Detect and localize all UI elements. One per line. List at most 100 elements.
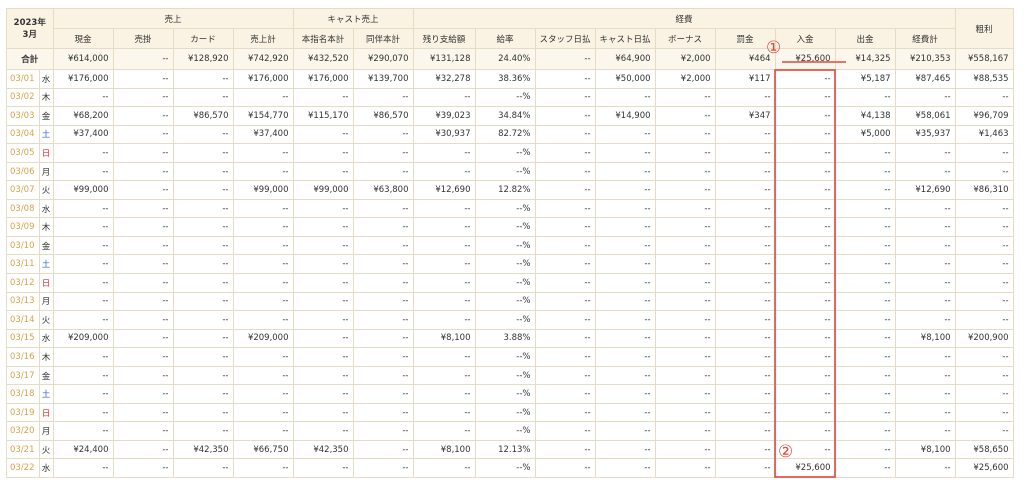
cell-sales-total: -- bbox=[232, 458, 294, 479]
cell-bonus: -- bbox=[654, 458, 716, 479]
row-date-link[interactable]: 03/03 bbox=[6, 106, 40, 126]
row-date-link[interactable]: 03/04 bbox=[6, 124, 40, 145]
total-credit-sale: -- bbox=[112, 48, 174, 70]
row-date-link[interactable]: 03/09 bbox=[6, 217, 40, 237]
cell-cash: -- bbox=[52, 217, 114, 237]
column-header-withdrawal: 出金 bbox=[834, 28, 896, 49]
cell-expense-total: ¥35,937 bbox=[894, 124, 956, 145]
cell-designation-total: -- bbox=[292, 384, 354, 404]
table-row: 03/22 水 -- -- -- -- -- -- -- --% -- -- -- -- ¥25,600 --… bbox=[6, 458, 1014, 479]
cell-companion-total: -- bbox=[352, 161, 414, 182]
cell-card: -- bbox=[172, 143, 234, 163]
cell-cash: ¥176,000 bbox=[52, 69, 114, 89]
row-date-link[interactable]: 03/01 bbox=[6, 69, 40, 89]
cell-sales-total: ¥176,000 bbox=[232, 69, 294, 89]
total-gross-profit: ¥558,167 bbox=[954, 48, 1014, 70]
cell-credit-sale: -- bbox=[112, 310, 174, 330]
report-body: 合計 ¥614,000 -- ¥128,920 ¥742,920 ¥432,520 ¥29… bbox=[6, 48, 1014, 479]
period-month: 3月 bbox=[22, 29, 37, 40]
cell-card: -- bbox=[172, 421, 234, 441]
cell-credit-sale: -- bbox=[112, 217, 174, 237]
column-header-card: カード bbox=[172, 28, 234, 49]
cell-staff-daily: -- bbox=[534, 254, 596, 275]
cell-sales-total: -- bbox=[232, 235, 294, 256]
row-date-link[interactable]: 03/06 bbox=[6, 161, 40, 182]
column-header-bonus: ボーナス bbox=[654, 28, 716, 49]
row-date-link[interactable]: 03/13 bbox=[6, 291, 40, 312]
row-date-link[interactable]: 03/12 bbox=[6, 273, 40, 293]
cell-remaining-pay: ¥8,100 bbox=[412, 328, 476, 349]
cell-companion-total: -- bbox=[352, 198, 414, 219]
row-date-link[interactable]: 03/22 bbox=[6, 458, 40, 479]
cell-penalty: -- bbox=[714, 310, 776, 330]
cell-penalty: -- bbox=[714, 421, 776, 441]
row-date-link[interactable]: 03/11 bbox=[6, 254, 40, 275]
cell-staff-daily: -- bbox=[534, 106, 596, 126]
total-expense-total: ¥210,353 bbox=[894, 48, 956, 70]
cell-remaining-pay: -- bbox=[412, 161, 476, 182]
row-weekday: 火 bbox=[38, 180, 54, 200]
cell-companion-total: -- bbox=[352, 235, 414, 256]
cell-card: -- bbox=[172, 291, 234, 312]
row-weekday: 日 bbox=[38, 273, 54, 293]
total-staff-daily: -- bbox=[534, 48, 596, 70]
cell-credit-sale: -- bbox=[112, 254, 174, 275]
cell-deposit: -- bbox=[774, 254, 836, 275]
cell-pay-rate: --% bbox=[474, 273, 536, 293]
cell-penalty: -- bbox=[714, 439, 776, 460]
cell-card: -- bbox=[172, 254, 234, 275]
cell-deposit: -- bbox=[774, 180, 836, 200]
cell-bonus: -- bbox=[654, 143, 716, 163]
cell-deposit: -- bbox=[774, 310, 836, 330]
cell-remaining-pay: -- bbox=[412, 458, 476, 479]
row-date-link[interactable]: 03/21 bbox=[6, 439, 40, 460]
table-row: 03/11 土 -- -- -- -- -- -- -- --% -- -- -- -- -- -- -- -- bbox=[6, 254, 1014, 275]
row-date-link[interactable]: 03/19 bbox=[6, 402, 40, 423]
cell-remaining-pay: ¥12,690 bbox=[412, 180, 476, 200]
row-date-link[interactable]: 03/14 bbox=[6, 310, 40, 330]
column-header-pay-rate: 給率 bbox=[474, 28, 536, 49]
row-weekday: 木 bbox=[38, 347, 54, 367]
cell-withdrawal: -- bbox=[834, 384, 896, 404]
row-date-link[interactable]: 03/16 bbox=[6, 347, 40, 367]
table-row: 03/21 火 ¥24,400 -- ¥42,350 ¥66,750 ¥42,350 -- ¥8… bbox=[6, 439, 1014, 460]
row-date-link[interactable]: 03/18 bbox=[6, 384, 40, 404]
cell-cast-daily: -- bbox=[594, 384, 656, 404]
row-weekday: 月 bbox=[38, 161, 54, 182]
report-container: 2023年 3月 売上 キャスト売上 経費 粗利 現金 売掛 カード 売上計 本指名本計… bbox=[6, 8, 1014, 479]
column-header-cast-daily: キャスト日払 bbox=[594, 28, 656, 49]
cell-credit-sale: -- bbox=[112, 458, 174, 479]
cell-staff-daily: -- bbox=[534, 69, 596, 89]
cell-card: -- bbox=[172, 347, 234, 367]
cell-designation-total: ¥99,000 bbox=[292, 180, 354, 200]
cell-cast-daily: -- bbox=[594, 328, 656, 349]
cell-remaining-pay: -- bbox=[412, 347, 476, 367]
cell-withdrawal: ¥5,000 bbox=[834, 124, 896, 145]
table-row: 03/08 水 -- -- -- -- -- -- -- --% -- -- -- -- -- -- -- -- bbox=[6, 198, 1014, 219]
cell-remaining-pay: -- bbox=[412, 402, 476, 423]
row-date-link[interactable]: 03/15 bbox=[6, 328, 40, 349]
cell-staff-daily: -- bbox=[534, 384, 596, 404]
cell-deposit: -- bbox=[774, 69, 836, 89]
table-row: 03/09 木 -- -- -- -- -- -- -- --% -- -- -- -- -- -- -- -- bbox=[6, 217, 1014, 237]
row-date-link[interactable]: 03/07 bbox=[6, 180, 40, 200]
cell-cast-daily: -- bbox=[594, 439, 656, 460]
row-date-link[interactable]: 03/02 bbox=[6, 87, 40, 108]
cell-cash: -- bbox=[52, 198, 114, 219]
cell-cast-daily: -- bbox=[594, 235, 656, 256]
cell-credit-sale: -- bbox=[112, 402, 174, 423]
total-designation-total: ¥432,520 bbox=[292, 48, 354, 70]
row-date-link[interactable]: 03/05 bbox=[6, 143, 40, 163]
row-date-link[interactable]: 03/17 bbox=[6, 365, 40, 386]
cell-sales-total: ¥99,000 bbox=[232, 180, 294, 200]
cell-credit-sale: -- bbox=[112, 439, 174, 460]
group-cast-sales-header: キャスト売上 bbox=[292, 8, 414, 29]
row-date-link[interactable]: 03/20 bbox=[6, 421, 40, 441]
row-weekday: 金 bbox=[38, 235, 54, 256]
cell-pay-rate: --% bbox=[474, 347, 536, 367]
row-date-link[interactable]: 03/08 bbox=[6, 198, 40, 219]
row-date-link[interactable]: 03/10 bbox=[6, 235, 40, 256]
cell-companion-total: -- bbox=[352, 143, 414, 163]
cell-cash: -- bbox=[52, 87, 114, 108]
cell-cash: -- bbox=[52, 310, 114, 330]
